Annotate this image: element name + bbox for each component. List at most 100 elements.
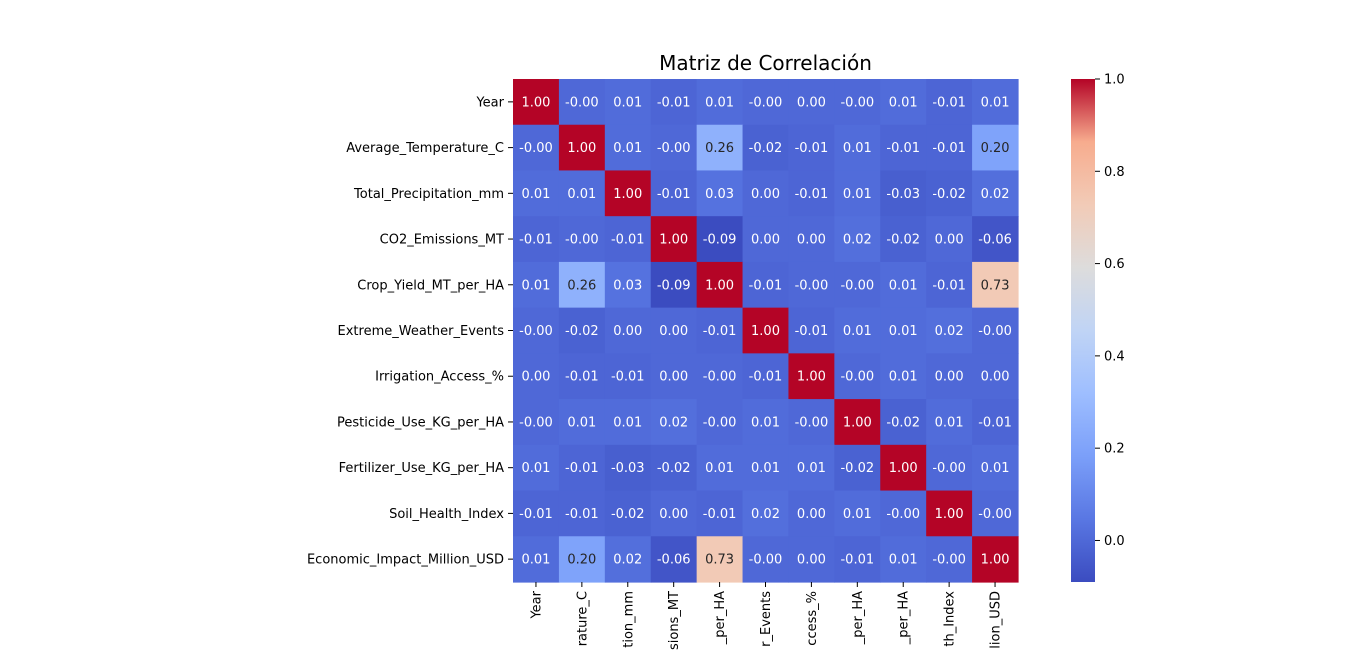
cell-value-label: 0.26 bbox=[567, 278, 596, 293]
heatmap-cell bbox=[558, 399, 606, 446]
cell-value-label: 0.01 bbox=[843, 507, 872, 522]
heatmap-cell bbox=[650, 216, 698, 263]
heatmap-cell bbox=[788, 353, 835, 400]
row-label: Pesticide_Use_KG_per_HA bbox=[337, 415, 504, 430]
row-label: Irrigation_Access_% bbox=[375, 370, 504, 385]
heatmap-cell bbox=[880, 216, 927, 263]
heatmap-cell bbox=[834, 170, 881, 217]
row-label: CO2_Emissions_MT bbox=[380, 233, 504, 248]
cell-value-label: 0.01 bbox=[889, 370, 918, 385]
cell-annotations: 1.00 -0.00 0.01 -0.01 0.01 -0.00 0.00 -0.00 0.01… bbox=[519, 95, 1012, 567]
cell-value-label: 0.01 bbox=[981, 461, 1010, 476]
heatmap-cell bbox=[926, 124, 973, 172]
cell-value-label: 0.02 bbox=[981, 187, 1010, 202]
cell-value-label: 0.00 bbox=[659, 324, 688, 339]
cell-value-label: -0.00 bbox=[840, 278, 874, 293]
heatmap-cell bbox=[742, 536, 790, 583]
cell-value-label: 0.00 bbox=[797, 553, 826, 568]
cell-value-label: -0.00 bbox=[932, 461, 966, 476]
cell-value-label: 0.01 bbox=[521, 187, 550, 202]
row-label: Crop_Yield_MT_per_HA bbox=[357, 278, 504, 293]
heatmap-cell bbox=[513, 536, 560, 583]
column-label: _per_HA bbox=[897, 591, 912, 645]
heatmap-cell bbox=[650, 79, 698, 126]
cell-value-label: -0.01 bbox=[611, 233, 645, 248]
cell-value-label: 0.00 bbox=[751, 187, 780, 202]
row-label: Soil_Health_Index bbox=[389, 507, 504, 522]
column-label: lion_USD bbox=[989, 591, 1004, 649]
heatmap-cell bbox=[788, 261, 835, 309]
column-label: ccess_% bbox=[805, 591, 820, 646]
colorbar-gradient bbox=[1071, 79, 1095, 582]
cell-value-label: 0.01 bbox=[843, 324, 872, 339]
cell-value-label: -0.01 bbox=[978, 415, 1012, 430]
cell-value-label: -0.01 bbox=[565, 461, 599, 476]
heatmap-cell bbox=[788, 307, 835, 354]
cell-value-label: 0.00 bbox=[613, 324, 642, 339]
cell-value-label: -0.01 bbox=[749, 370, 783, 385]
cell-value-label: 0.20 bbox=[567, 553, 596, 568]
cell-value-label: 1.00 bbox=[705, 278, 734, 293]
heatmap-cell bbox=[650, 399, 698, 446]
heatmap-cell bbox=[604, 536, 652, 583]
colorbar-tick-label: 0.6 bbox=[1104, 257, 1125, 272]
heatmap-cell bbox=[696, 399, 744, 446]
cell-value-label: -0.01 bbox=[611, 370, 645, 385]
cell-value-label: 0.00 bbox=[659, 370, 688, 385]
heatmap-cell bbox=[513, 170, 560, 217]
row-label: Average_Temperature_C bbox=[346, 141, 504, 156]
cell-value-label: -0.09 bbox=[703, 233, 737, 248]
heatmap-cell bbox=[788, 490, 835, 537]
cell-value-label: -0.00 bbox=[565, 95, 599, 110]
heatmap-cell bbox=[513, 444, 560, 492]
row-label: Extreme_Weather_Events bbox=[338, 324, 505, 339]
cell-value-label: 0.01 bbox=[521, 278, 550, 293]
cell-value-label: -0.01 bbox=[657, 187, 691, 202]
heatmap-cell bbox=[880, 444, 927, 492]
cell-value-label: 0.01 bbox=[889, 324, 918, 339]
row-label: Total_Precipitation_mm bbox=[353, 187, 504, 202]
cell-value-label: 0.01 bbox=[843, 141, 872, 156]
heatmap-cell bbox=[834, 261, 881, 309]
colorbar-tick-label: 0.0 bbox=[1104, 534, 1125, 549]
cell-value-label: -0.02 bbox=[657, 461, 691, 476]
heatmap-cell bbox=[604, 399, 652, 446]
cell-value-label: 0.26 bbox=[705, 141, 734, 156]
cell-value-label: -0.01 bbox=[703, 324, 737, 339]
heatmap-cell bbox=[513, 307, 560, 354]
cell-value-label: 1.00 bbox=[889, 461, 918, 476]
heatmap-cell bbox=[513, 124, 560, 172]
heatmap-cells bbox=[513, 79, 1019, 583]
cell-value-label: 0.02 bbox=[613, 553, 642, 568]
heatmap-cell bbox=[513, 399, 560, 446]
heatmap-cell bbox=[742, 307, 790, 354]
cell-value-label: 0.01 bbox=[521, 553, 550, 568]
heatmap-cell bbox=[972, 490, 1019, 537]
heatmap-cell bbox=[880, 170, 927, 217]
colorbar-tick-label: 0.8 bbox=[1104, 165, 1125, 180]
heatmap-cell bbox=[880, 79, 927, 126]
cell-value-label: 1.00 bbox=[567, 141, 596, 156]
column-label: th_Index bbox=[943, 591, 958, 647]
cell-value-label: -0.00 bbox=[840, 370, 874, 385]
heatmap-cell bbox=[972, 353, 1019, 400]
heatmap-cell bbox=[788, 536, 835, 583]
heatmap-cell bbox=[742, 353, 790, 400]
heatmap-cell bbox=[834, 353, 881, 400]
heatmap-cell bbox=[880, 490, 927, 537]
heatmap-cell bbox=[650, 170, 698, 217]
heatmap-cell bbox=[696, 216, 744, 263]
cell-value-label: -0.02 bbox=[749, 141, 783, 156]
heatmap-cell bbox=[926, 490, 973, 537]
heatmap-cell bbox=[513, 79, 560, 126]
column-label: r_Events bbox=[759, 591, 774, 647]
column-label: tion_mm bbox=[621, 591, 636, 648]
cell-value-label: -0.02 bbox=[932, 187, 966, 202]
cell-value-label: -0.06 bbox=[978, 233, 1012, 248]
heatmap-cell bbox=[558, 536, 606, 583]
cell-value-label: -0.01 bbox=[519, 507, 553, 522]
cell-value-label: 0.00 bbox=[935, 370, 964, 385]
cell-value-label: -0.00 bbox=[519, 324, 553, 339]
heatmap-cell bbox=[880, 399, 927, 446]
heatmap-cell bbox=[834, 307, 881, 354]
